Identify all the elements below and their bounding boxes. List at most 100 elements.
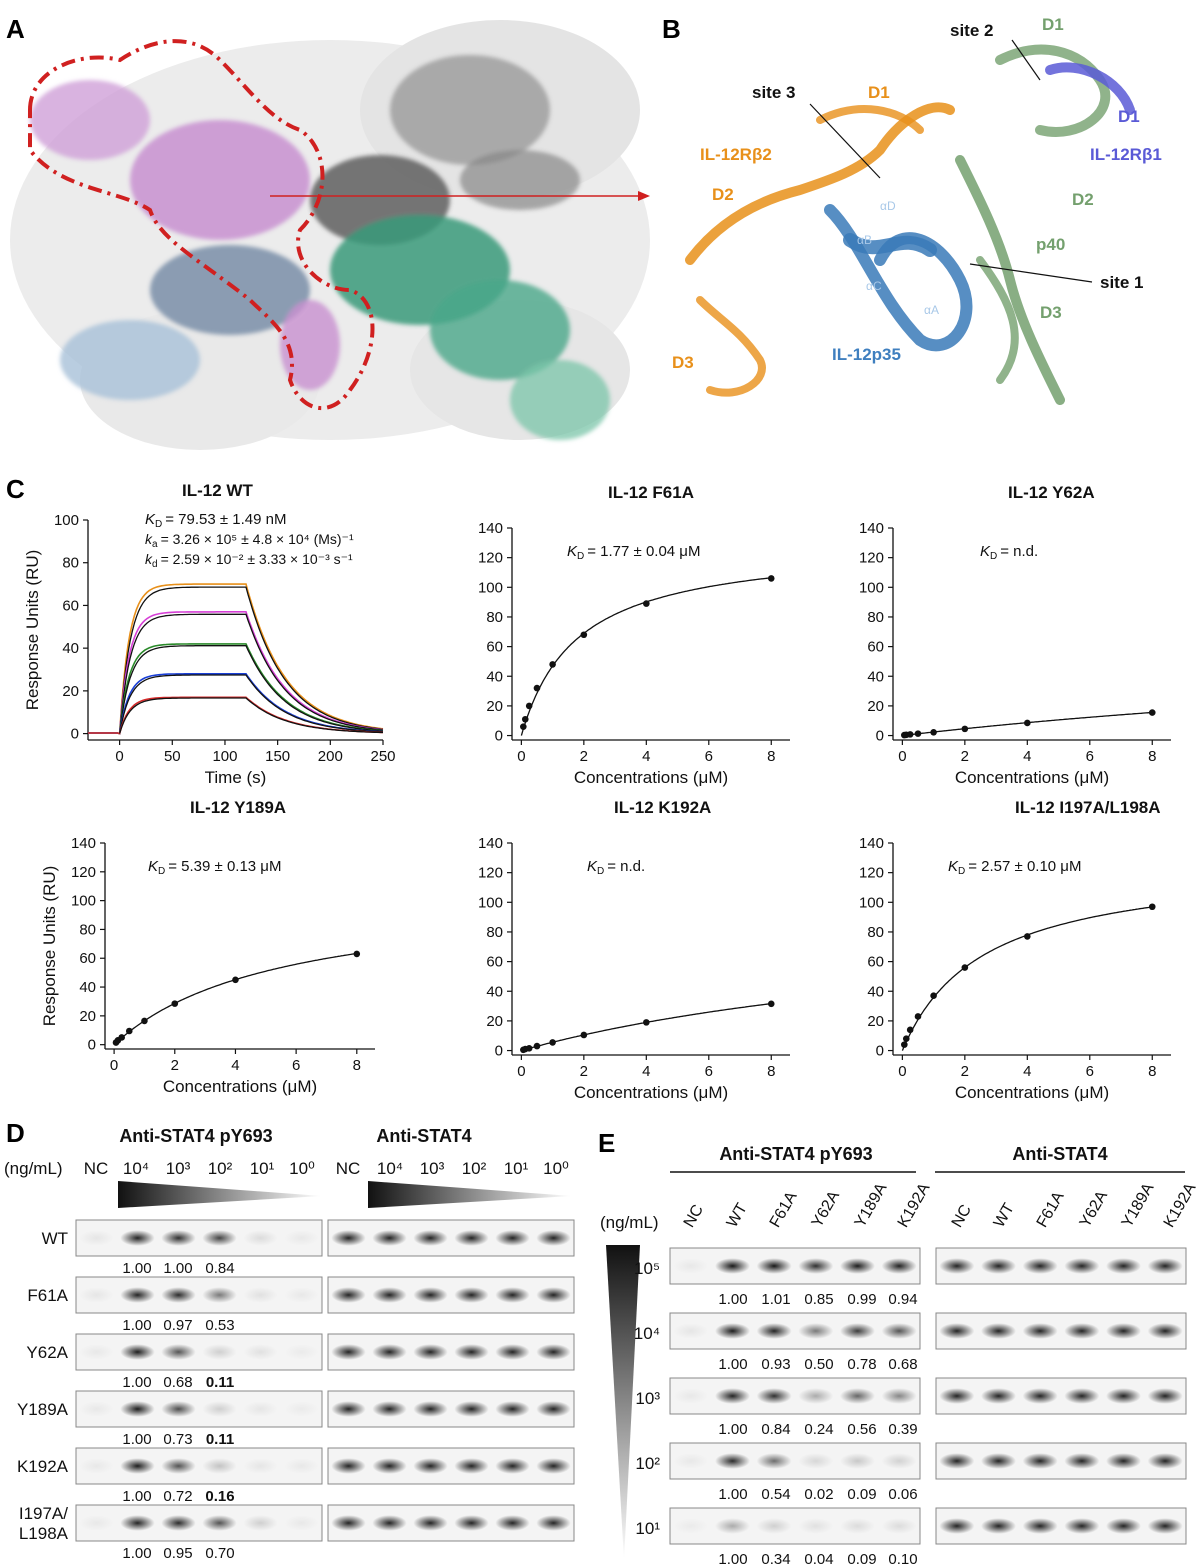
blot-band xyxy=(202,1230,237,1246)
quant-value: 0.56 xyxy=(847,1421,876,1438)
x-tick-label: 250 xyxy=(370,748,395,765)
helix-label: αD xyxy=(880,199,896,213)
data-point xyxy=(125,1027,133,1035)
blot-band xyxy=(798,1388,834,1404)
kd-text: KD = 79.53 ± 1.49 nM xyxy=(145,511,286,530)
data-point xyxy=(1148,709,1156,716)
blot-band xyxy=(1106,1453,1141,1469)
quant-value: 1.00 xyxy=(718,1291,747,1308)
quant-value: 1.00 xyxy=(122,1374,151,1391)
row-label: 10² xyxy=(635,1454,660,1473)
blot-frame xyxy=(669,1247,921,1285)
blot-band xyxy=(454,1344,489,1360)
blot-frame xyxy=(669,1507,921,1545)
lane-label: NC xyxy=(949,1202,975,1231)
blot-band xyxy=(331,1515,366,1531)
quant-value: 0.78 xyxy=(847,1356,876,1373)
blot-band xyxy=(331,1230,366,1246)
blot-band xyxy=(756,1388,792,1404)
y-tick-label: 100 xyxy=(859,579,884,596)
row-label: K192A xyxy=(17,1457,69,1476)
blot-frame xyxy=(935,1247,1187,1285)
blot-band xyxy=(79,1458,114,1474)
concentration-wedge xyxy=(606,1245,640,1560)
fit-curve xyxy=(118,586,384,734)
blot-frame xyxy=(327,1504,575,1542)
x-tick-label: 8 xyxy=(1148,1063,1156,1080)
structure-label: D2 xyxy=(1072,190,1094,209)
quant-value: 0.72 xyxy=(163,1488,192,1505)
x-axis-label: Concentrations (μM) xyxy=(955,768,1109,787)
data-point xyxy=(930,728,937,736)
blot-frame xyxy=(75,1333,323,1371)
lane-label: K192A xyxy=(1161,1180,1200,1230)
blot-frame xyxy=(669,1442,921,1480)
blot-band xyxy=(1147,1388,1183,1404)
blot-frame xyxy=(75,1276,323,1314)
blot-py693 xyxy=(75,1219,323,1257)
blot-band xyxy=(939,1518,975,1534)
blot-band xyxy=(715,1518,750,1534)
y-tick-label: 80 xyxy=(867,924,884,941)
kd-text: KD = n.d. xyxy=(980,543,1038,562)
y-tick-label: 60 xyxy=(867,639,884,656)
data-point xyxy=(901,1041,908,1048)
blot-band xyxy=(881,1518,917,1534)
blot-band xyxy=(840,1258,875,1274)
data-point xyxy=(171,1000,179,1007)
lane-label: 10⁰ xyxy=(543,1159,569,1178)
blot-band xyxy=(79,1344,114,1360)
blot-py693 xyxy=(669,1247,921,1285)
blot-band xyxy=(161,1344,196,1360)
kd-text: KD = 1.77 ± 0.04 μM xyxy=(567,543,700,562)
blot-frame xyxy=(935,1442,1187,1480)
lane-label: Y189A xyxy=(852,1180,891,1230)
blot-band xyxy=(243,1401,278,1417)
quant-value: 0.24 xyxy=(804,1421,833,1438)
blot-band xyxy=(881,1453,917,1469)
data-point xyxy=(914,1013,922,1020)
quant-value: 0.09 xyxy=(847,1551,876,1566)
blot-band xyxy=(413,1344,448,1360)
blot-band xyxy=(1022,1258,1058,1274)
kd-text: KD = n.d. xyxy=(587,858,645,877)
blot-band xyxy=(454,1401,489,1417)
blot-band xyxy=(413,1230,448,1246)
blot-band xyxy=(161,1287,196,1303)
blot-frame xyxy=(935,1377,1187,1415)
blot-band xyxy=(284,1230,319,1246)
blot-band xyxy=(756,1258,792,1274)
kd-annotation: KD = 2.57 ± 0.10 μM xyxy=(948,858,1081,877)
x-tick-label: 6 xyxy=(1086,1063,1094,1080)
row-label: 10¹ xyxy=(635,1519,660,1538)
y-tick-label: 140 xyxy=(71,835,96,852)
y-tick-label: 20 xyxy=(62,683,79,700)
blot-frame xyxy=(75,1504,323,1542)
blot-band xyxy=(372,1230,407,1246)
lane-label: 10¹ xyxy=(504,1159,529,1178)
x-axis-label: Time (s) xyxy=(205,768,267,787)
blot-band xyxy=(331,1287,366,1303)
blot-band xyxy=(79,1401,114,1417)
quant-value: 0.54 xyxy=(761,1486,790,1503)
y-tick-label: 0 xyxy=(71,726,79,743)
lane-label: 10⁰ xyxy=(289,1159,315,1178)
x-tick-label: 0 xyxy=(517,1063,525,1080)
blot-band xyxy=(840,1323,875,1339)
row-label: Y62A xyxy=(26,1343,68,1362)
row-label: 10⁴ xyxy=(634,1324,660,1343)
blot-band xyxy=(161,1230,196,1246)
y-tick-label: 100 xyxy=(54,512,79,529)
blot-band xyxy=(331,1401,366,1417)
blot-band xyxy=(840,1453,875,1469)
quant-value: 0.68 xyxy=(163,1374,192,1391)
x-tick-label: 2 xyxy=(961,1063,969,1080)
y-tick-label: 120 xyxy=(478,550,503,567)
data-point xyxy=(961,964,969,971)
blot-band xyxy=(1064,1258,1100,1274)
blot-band xyxy=(756,1323,792,1339)
quant-value: 1.00 xyxy=(122,1545,151,1562)
blot-band xyxy=(536,1287,571,1303)
blot-frame xyxy=(327,1333,575,1371)
blot-band xyxy=(981,1323,1016,1339)
